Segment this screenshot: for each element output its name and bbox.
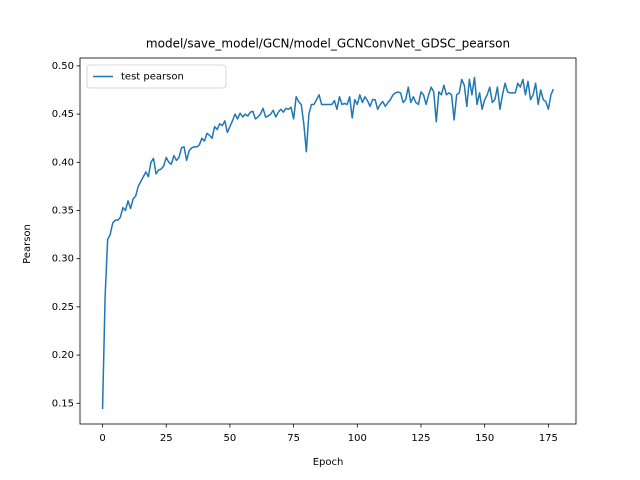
plot-frame [79, 57, 577, 425]
y-tick-label: 0.45 [52, 109, 74, 120]
x-tick-label: 100 [348, 433, 367, 444]
y-tick-label: 0.30 [52, 254, 74, 265]
x-tick-label: 0 [99, 433, 105, 444]
legend-label: test pearson [121, 72, 184, 83]
legend-box [86, 64, 227, 89]
x-tick-label: 50 [224, 433, 237, 444]
x-tick-label: 175 [539, 433, 558, 444]
y-axis-label: Pearson [22, 224, 33, 264]
line-series [101, 76, 555, 410]
y-tick-label: 0.20 [52, 350, 74, 361]
x-tick-label: 25 [160, 433, 173, 444]
y-tick-label: 0.50 [52, 61, 74, 72]
x-tick-label: 75 [287, 433, 300, 444]
x-tick-label: 125 [411, 433, 430, 444]
x-axis-label: Epoch [313, 457, 344, 468]
y-tick-label: 0.25 [52, 302, 74, 313]
chart-title: model/save_model/GCN/model_GCNConvNet_GD… [146, 37, 510, 51]
x-tick-label: 150 [475, 433, 494, 444]
y-tick-label: 0.35 [52, 205, 74, 216]
y-tick-label: 0.15 [52, 398, 74, 409]
y-tick-label: 0.40 [52, 157, 74, 168]
